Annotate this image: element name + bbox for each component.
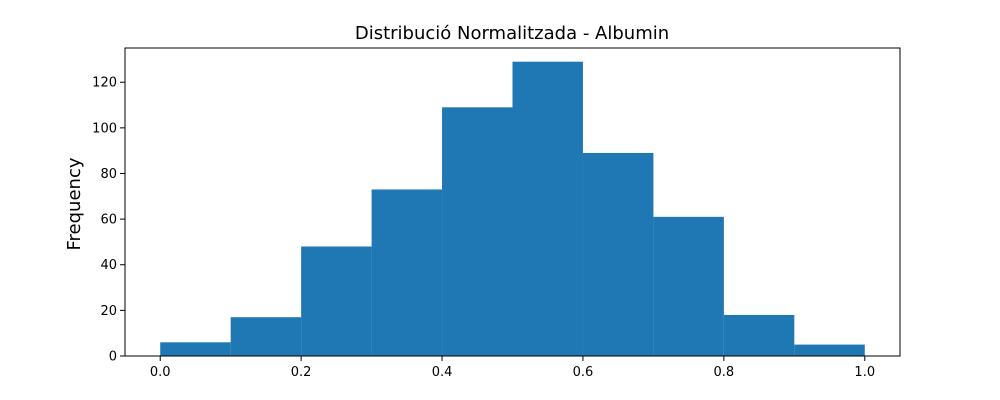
bars-group (160, 61, 865, 357)
chart-title: Distribució Normalitzada - Albumin (355, 23, 669, 44)
y-tick-label: 40 (100, 258, 117, 273)
histogram-bar-7 (653, 216, 724, 356)
histogram-bar-0 (160, 342, 231, 356)
y-tick-label: 20 (100, 304, 117, 319)
y-tick-label: 80 (100, 167, 117, 182)
plot-frame (124, 47, 901, 357)
histogram-bar-1 (230, 317, 302, 356)
y-tick-label: 100 (92, 121, 117, 136)
histogram-bar-4 (442, 107, 513, 357)
x-tick-label: 0.4 (432, 365, 453, 380)
x-tick-label: 0.8 (714, 365, 735, 380)
x-tick-label: 0.6 (573, 365, 594, 380)
y-tick-label: 0 (109, 350, 117, 365)
histogram-bar-8 (723, 314, 795, 356)
histogram-bar-9 (794, 344, 865, 356)
y-tick-label: 120 (92, 76, 117, 91)
x-tick-label: 0.2 (291, 365, 312, 380)
histogram-bar-2 (301, 246, 372, 356)
x-axis-ticks: 0.0 0.2 0.4 0.6 0.8 1.0 (150, 356, 875, 380)
y-tick-label: 60 (100, 213, 117, 228)
y-axis-label: Frequency (64, 157, 85, 250)
histogram-bar-6 (582, 152, 654, 356)
histogram-bar-5 (512, 61, 583, 356)
x-tick-label: 0.0 (150, 365, 171, 380)
x-tick-label: 1.0 (854, 365, 875, 380)
histogram-bar-3 (371, 189, 443, 356)
y-axis-ticks: 0 20 40 60 80 100 120 (92, 76, 125, 365)
